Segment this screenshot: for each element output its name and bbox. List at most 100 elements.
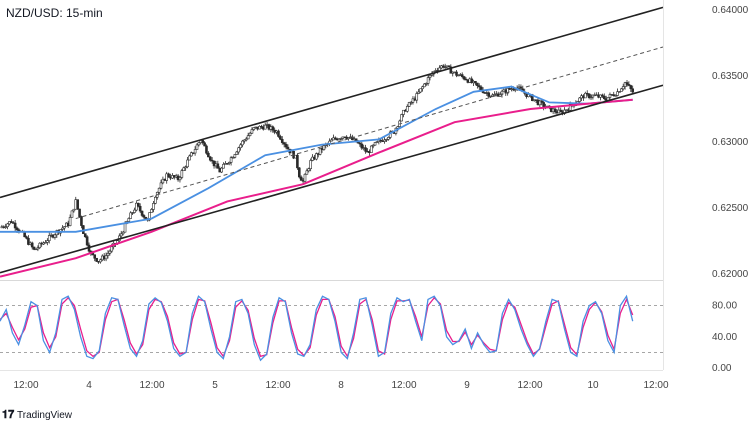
candle-body: [61, 227, 64, 230]
candle-body: [411, 98, 415, 103]
candle-body: [241, 140, 244, 146]
candle-body: [553, 108, 557, 113]
candle-body: [78, 208, 81, 217]
candle-body: [271, 126, 275, 131]
time-tick-label: 12:00: [139, 380, 164, 391]
candle-body: [121, 231, 125, 235]
candle-body: [421, 86, 424, 90]
candle-body: [474, 81, 477, 84]
candle-body: [258, 125, 261, 130]
candle-body: [197, 142, 201, 146]
candle-body: [358, 142, 362, 145]
time-tick-label: 12:00: [643, 380, 668, 391]
candle-body: [307, 168, 311, 172]
candle-body: [627, 84, 631, 86]
candle-body: [491, 94, 494, 97]
candle-body: [277, 130, 280, 137]
candle-body: [506, 88, 509, 94]
candle-body: [330, 139, 333, 142]
candle-body: [244, 138, 248, 141]
channel-lower-line: [0, 84, 664, 274]
price-axis: 0.64000 0.63500 0.63000 0.62500 0.62000: [712, 5, 749, 280]
candle-body: [299, 176, 303, 181]
candle-body: [227, 162, 231, 164]
candle-body: [63, 226, 66, 229]
candle-body: [479, 86, 483, 91]
price-pane: [0, 6, 664, 278]
candle-body: [441, 65, 445, 68]
candle-body: [186, 159, 189, 168]
candle-body: [305, 170, 309, 175]
time-tick-label: 12:00: [13, 380, 38, 391]
candle-body: [625, 82, 629, 85]
candle-body: [279, 136, 282, 140]
candle-body: [108, 250, 112, 254]
chart-title: NZD/USD: 15-min: [6, 6, 103, 20]
price-tick-label: 0.63000: [712, 137, 749, 148]
candle-body: [148, 212, 151, 221]
candle-body: [400, 114, 403, 122]
stoch-d-line: [0, 296, 634, 358]
candle-body: [25, 236, 28, 239]
candle-body: [154, 196, 157, 204]
candle-body: [34, 248, 38, 251]
ema-pink-line: [0, 98, 633, 278]
candle-body: [127, 218, 131, 222]
time-tick-label: 12:00: [517, 380, 542, 391]
candle-body: [405, 106, 409, 112]
time-tick-label: 12:00: [391, 380, 416, 391]
candle-body: [487, 92, 491, 97]
candle-body: [629, 85, 633, 90]
candle-body: [44, 242, 47, 244]
candle-body: [419, 88, 422, 93]
candle-body: [462, 76, 466, 80]
candle-body: [233, 154, 237, 158]
channel-mid-line: [75, 46, 664, 220]
candle-body: [193, 149, 197, 154]
candle-body: [70, 210, 74, 218]
candle-body: [371, 144, 375, 147]
candle-body: [157, 187, 161, 193]
candle-body: [32, 246, 36, 250]
candle-body: [315, 153, 318, 160]
price-tick-label: 0.62500: [712, 203, 749, 214]
candle-body: [53, 234, 57, 238]
candle-body: [178, 177, 182, 181]
candle-body: [415, 93, 419, 101]
channel-upper-line: [0, 6, 664, 199]
candle-body: [36, 247, 40, 250]
candle-body: [207, 152, 210, 158]
candle-body: [190, 152, 193, 157]
tradingview-logo: 𝟏𝟕 TradingView: [2, 409, 73, 421]
candle-body: [618, 91, 621, 93]
price-tick-label: 0.63500: [712, 71, 749, 82]
candle-body: [591, 94, 595, 98]
candle-body: [38, 242, 42, 248]
candle-body: [373, 142, 377, 146]
candle-body: [46, 240, 49, 243]
candle-body: [297, 167, 301, 178]
candle-body: [540, 100, 544, 103]
candle-body: [68, 217, 72, 226]
candle-body: [322, 145, 326, 150]
time-tick-label: 12:00: [265, 380, 290, 391]
candle-body: [489, 95, 492, 98]
candle-body: [260, 125, 263, 128]
ema-blue-line: [0, 85, 633, 233]
oscillator-tick-label: 0.00: [712, 363, 732, 374]
candle-body: [477, 85, 481, 88]
candle-body: [30, 242, 34, 248]
candle-body: [455, 71, 458, 76]
candle-body: [620, 88, 623, 92]
candle-body: [6, 223, 9, 228]
candle-body: [339, 138, 343, 140]
candle-body: [385, 139, 388, 141]
candle-body: [447, 65, 451, 68]
candle-body: [375, 141, 379, 143]
candle-body: [161, 178, 165, 184]
brand-label: TradingView: [17, 410, 73, 421]
candle-body: [83, 233, 87, 238]
candle-body: [443, 66, 447, 69]
stoch-k-line: [0, 294, 634, 362]
candle-body: [621, 86, 625, 90]
